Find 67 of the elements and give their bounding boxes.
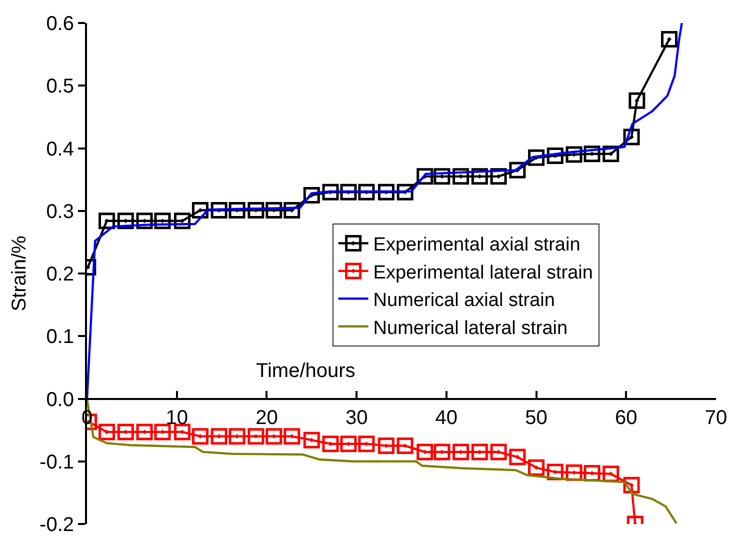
y-tick-label: 0.0 [46,388,74,411]
point [210,428,228,445]
point [174,212,190,230]
point [434,168,450,185]
point [284,428,300,445]
point [98,212,116,230]
legend-label: Numerical axial strain [373,290,555,312]
point [284,202,300,218]
point [623,476,640,494]
x-tick-label: 70 [704,406,728,429]
point [471,168,488,185]
point [628,92,646,109]
point [136,212,153,230]
point [452,444,470,460]
x-tick-label: 50 [525,406,548,429]
point [266,202,282,218]
x-axis-title: Time/hours [256,360,356,382]
y-tick-label: -0.1 [40,451,74,474]
point [117,424,134,440]
point [396,437,414,454]
y-tick-label: 0.2 [46,264,74,286]
legend-label: Experimental lateral strain [373,262,593,284]
point [154,424,171,440]
point [303,432,320,448]
y-tick-label: 0.6 [46,13,74,35]
point [192,202,208,218]
x-tick-label: 30 [345,406,368,429]
line-series [87,23,683,400]
y-tick-label: 0.3 [46,200,74,223]
y-tick-label: 0.1 [46,326,74,348]
point [322,436,339,452]
legend-label: Experimental axial strain [373,234,580,256]
point [378,437,394,454]
y-tick-label: -0.2 [40,514,74,536]
point [452,168,470,185]
point [490,444,507,460]
point [136,424,153,440]
point [228,428,246,445]
point [192,428,208,445]
point [490,168,507,185]
point [509,448,526,466]
point [416,444,434,460]
y-tick-label: 0.5 [46,76,74,98]
point [566,146,582,163]
y-axis-title: Strain/% [8,235,31,312]
point [248,202,264,218]
point [434,444,450,460]
point [623,128,640,146]
point [174,424,190,440]
point [117,212,134,230]
x-tick-label: 20 [256,406,278,429]
point [340,436,357,452]
point [98,424,116,440]
point [546,148,564,164]
point [584,146,600,162]
point [528,459,545,476]
point [471,444,488,460]
legend-label: Numerical lateral strain [373,318,568,339]
point [154,212,171,230]
y-tick-label: 0.4 [46,138,74,160]
point [266,428,282,445]
point [661,31,678,48]
point [248,428,264,445]
x-tick-label: 40 [435,406,458,429]
point [358,436,375,452]
x-tick-label: 60 [615,406,638,429]
x-tick-label: 10 [166,406,188,429]
